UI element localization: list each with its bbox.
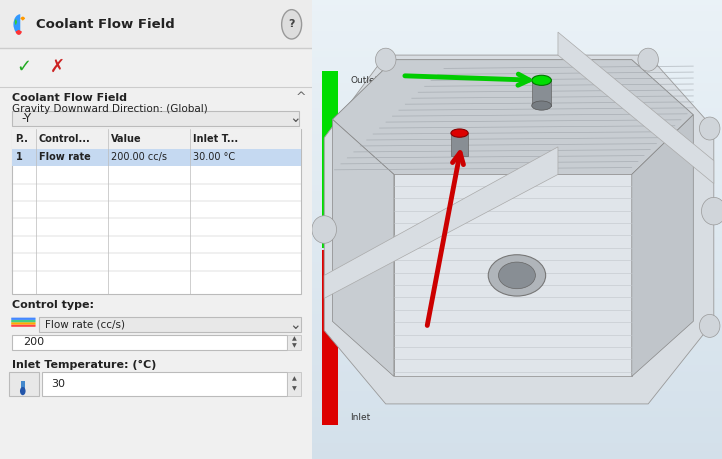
Circle shape <box>375 48 396 71</box>
Text: P..: P.. <box>16 134 28 144</box>
Bar <box>12 129 301 294</box>
Text: Inlet: Inlet <box>350 413 370 422</box>
Polygon shape <box>332 119 394 376</box>
Bar <box>12 111 300 126</box>
Text: ✗: ✗ <box>50 57 65 76</box>
Bar <box>42 372 287 396</box>
Text: 30.00 °C: 30.00 °C <box>193 152 235 162</box>
Text: ^: ^ <box>296 91 306 104</box>
Text: Gravity Downward Direction: (Global): Gravity Downward Direction: (Global) <box>12 104 208 114</box>
Bar <box>0 0 312 48</box>
Bar <box>9 372 39 396</box>
Text: ▼: ▼ <box>292 343 296 348</box>
Wedge shape <box>14 19 17 25</box>
Circle shape <box>20 387 25 395</box>
Text: 200: 200 <box>23 337 45 347</box>
Text: ✓: ✓ <box>16 57 31 76</box>
Circle shape <box>638 48 658 71</box>
Polygon shape <box>332 60 693 174</box>
Ellipse shape <box>451 129 468 137</box>
Text: ?: ? <box>288 19 295 29</box>
Ellipse shape <box>531 101 552 110</box>
Polygon shape <box>558 32 714 184</box>
Text: Coolant Flow Field: Coolant Flow Field <box>36 18 175 31</box>
Bar <box>322 250 338 425</box>
Text: 30: 30 <box>51 379 66 389</box>
Text: Value: Value <box>110 134 142 144</box>
Circle shape <box>700 117 720 140</box>
Text: 1: 1 <box>16 152 22 162</box>
Text: ▲: ▲ <box>292 376 296 381</box>
Bar <box>21 381 25 392</box>
Text: -Y: -Y <box>22 112 32 125</box>
Polygon shape <box>394 174 632 376</box>
FancyBboxPatch shape <box>12 325 35 327</box>
Bar <box>287 335 301 350</box>
Circle shape <box>282 10 302 39</box>
Ellipse shape <box>498 262 536 289</box>
Text: Control type:: Control type: <box>12 300 95 310</box>
Text: Inlet T...: Inlet T... <box>193 134 238 144</box>
Text: 200.00 cc/s: 200.00 cc/s <box>110 152 167 162</box>
Bar <box>451 133 468 156</box>
Bar <box>322 71 338 248</box>
Text: Outlet: Outlet <box>350 76 378 85</box>
Ellipse shape <box>702 197 722 225</box>
Wedge shape <box>20 17 25 21</box>
Text: Control...: Control... <box>39 134 91 144</box>
Wedge shape <box>14 14 20 34</box>
Bar <box>287 372 301 396</box>
Bar <box>12 149 301 166</box>
Text: Coolant Flow Field: Coolant Flow Field <box>12 93 128 103</box>
FancyBboxPatch shape <box>12 318 35 320</box>
Bar <box>12 129 301 149</box>
FancyBboxPatch shape <box>12 322 35 325</box>
Text: Flow rate (cc/s): Flow rate (cc/s) <box>45 320 125 330</box>
Bar <box>12 335 287 350</box>
Ellipse shape <box>488 255 546 296</box>
Ellipse shape <box>312 216 336 243</box>
Text: Inlet Temperature: (°C): Inlet Temperature: (°C) <box>12 360 157 370</box>
Circle shape <box>700 314 720 337</box>
Text: ⌄: ⌄ <box>289 111 300 125</box>
Wedge shape <box>15 30 22 35</box>
Polygon shape <box>632 115 693 376</box>
Polygon shape <box>324 55 714 404</box>
Ellipse shape <box>531 75 552 85</box>
FancyBboxPatch shape <box>12 320 35 322</box>
Text: ▲: ▲ <box>292 337 296 341</box>
Text: ▼: ▼ <box>292 386 296 392</box>
Text: ⌄: ⌄ <box>289 318 300 332</box>
Text: Flow rate: Flow rate <box>39 152 91 162</box>
Bar <box>531 80 552 106</box>
Bar <box>39 317 301 332</box>
Polygon shape <box>324 147 558 298</box>
